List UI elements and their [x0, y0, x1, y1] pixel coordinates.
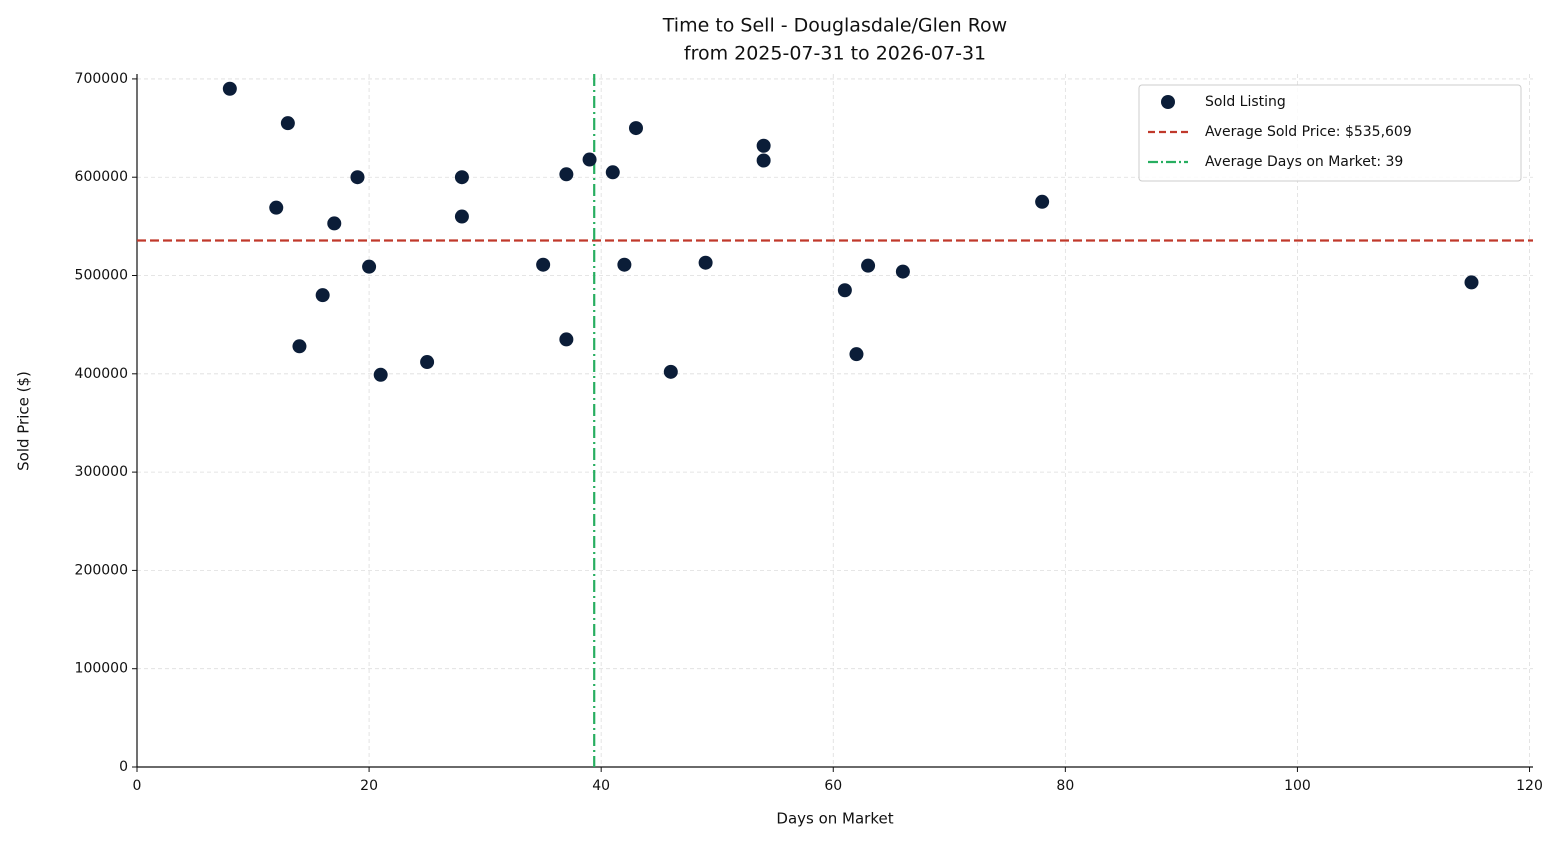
legend-label: Average Days on Market: 39 — [1205, 154, 1403, 170]
sold-listing-point — [454, 170, 469, 185]
x-tick-label: 120 — [1516, 778, 1543, 794]
x-tick-label: 40 — [592, 778, 610, 794]
chart-subtitle: from 2025-07-31 to 2026-07-31 — [684, 43, 986, 65]
sold-listing-point — [1035, 194, 1050, 209]
x-tick-label: 80 — [1056, 778, 1074, 794]
y-tick-label: 0 — [119, 759, 128, 775]
sold-listing-point — [362, 259, 377, 274]
y-tick-label: 600000 — [75, 169, 128, 185]
y-tick-label: 300000 — [75, 464, 128, 480]
sold-listing-point — [849, 347, 864, 362]
legend-label: Average Sold Price: $535,609 — [1205, 124, 1412, 140]
sold-listing-point — [536, 257, 551, 272]
sold-listing-point — [350, 170, 365, 185]
x-tick-label: 100 — [1284, 778, 1311, 794]
sold-listing-point — [698, 255, 713, 270]
sold-listing-point — [327, 216, 342, 231]
legend-box — [1138, 84, 1522, 182]
y-tick-label: 200000 — [75, 562, 128, 578]
x-tick-label: 60 — [824, 778, 842, 794]
x-tick-label: 0 — [133, 778, 142, 794]
sold-listing-point — [280, 116, 295, 131]
sold-listing-point — [756, 138, 771, 153]
sold-listing-point — [756, 153, 771, 168]
sold-listing-point — [292, 339, 307, 354]
sold-listing-point — [605, 165, 620, 180]
sold-listing-point — [373, 367, 388, 382]
sold-listing-point — [559, 332, 574, 347]
y-tick-label: 500000 — [75, 268, 128, 284]
sold-listing-point — [837, 283, 852, 298]
sold-listing-point — [663, 364, 678, 379]
sold-listing-point — [222, 81, 237, 96]
y-tick-label: 400000 — [75, 366, 128, 382]
chart-title: Time to Sell - Douglasdale/Glen Row — [662, 15, 1007, 37]
y-axis-label: Sold Price ($) — [15, 371, 33, 471]
legend-label: Sold Listing — [1205, 94, 1286, 110]
sold-listing-point — [628, 121, 643, 136]
sold-listing-point — [269, 200, 284, 215]
sold-listing-point — [315, 288, 330, 303]
sold-listing-point — [861, 258, 876, 273]
sold-listing-point — [454, 209, 469, 224]
y-tick-label: 700000 — [75, 71, 128, 87]
x-axis-label: Days on Market — [776, 810, 893, 828]
sold-listing-point — [617, 257, 632, 272]
legend-marker — [1161, 95, 1175, 109]
sold-listing-point — [559, 167, 574, 182]
sold-listing-point — [1464, 275, 1479, 290]
sold-listing-point — [895, 264, 910, 279]
x-tick-label: 20 — [360, 778, 378, 794]
sold-listing-point — [582, 152, 597, 167]
y-tick-label: 100000 — [75, 661, 128, 677]
sold-listing-point — [420, 355, 435, 370]
